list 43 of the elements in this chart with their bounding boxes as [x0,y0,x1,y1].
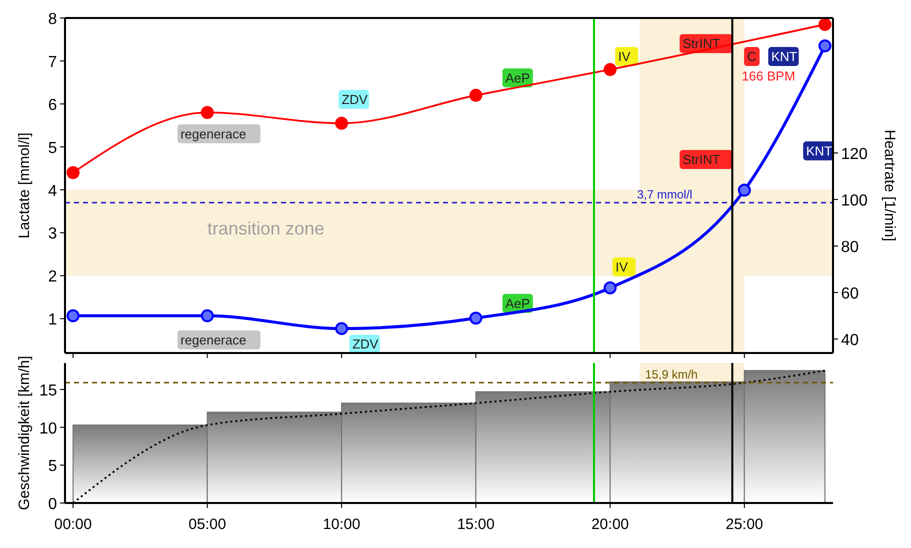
annotation: AeP [505,296,530,311]
y-tick-label: 1 [48,312,58,329]
y2-axis-title: Heartrate [1/min] [881,130,898,242]
annotation: IV [615,259,628,274]
y-tick-label: 10 [39,420,58,438]
annotation: KNT [806,143,832,158]
y-tick-label: 15 [39,382,58,400]
y2-tick-label: 100 [841,192,868,210]
x-tick-label: 25:00 [726,516,764,533]
x-tick-label: 05:00 [188,516,226,533]
y-tick-label: 3 [48,226,58,243]
y-axis-title: Geschwindigkeit [km/h] [16,356,33,510]
y-tick-label: 4 [48,182,58,200]
y2-tick-label: 120 [841,146,868,163]
y-tick-label: 5 [48,458,58,476]
y2-tick-label: 80 [841,238,859,256]
annotation: 166 BPM [742,68,796,84]
annotation: regenerace [180,332,246,348]
y2-tick-label: 40 [841,332,859,350]
x-tick-label: 15:00 [457,516,495,533]
x-tick-label: 00:00 [54,516,92,533]
y2-tick-label: 60 [841,286,859,303]
annotation: AeP [505,70,530,86]
y-tick-label: 2 [48,268,58,286]
y-tick-label: 5 [48,140,58,157]
ref-line-label: 15,9 km/h [645,368,698,382]
y-tick-label: 6 [48,96,58,114]
y-tick-label: 7 [48,54,58,71]
annotation: StrINT [682,36,720,52]
y-axis-title: Lactate [mmol/l] [16,132,33,238]
annotation: KNT [771,48,798,64]
y-tick-label: 0 [48,496,58,513]
annotation: StrINT [682,152,720,168]
annotation: ZDV [352,336,379,352]
annotation: C [747,48,756,64]
x-tick-label: 10:00 [322,516,360,533]
annotation: regenerace [180,126,246,142]
annotation: IV [618,48,631,64]
band-label: transition zone [207,218,324,239]
ref-line-label: 3,7 mmol/l [636,188,692,202]
x-tick-label: 20:00 [591,516,629,533]
annotation: ZDV [342,92,368,107]
y-tick-label: 8 [48,11,58,28]
